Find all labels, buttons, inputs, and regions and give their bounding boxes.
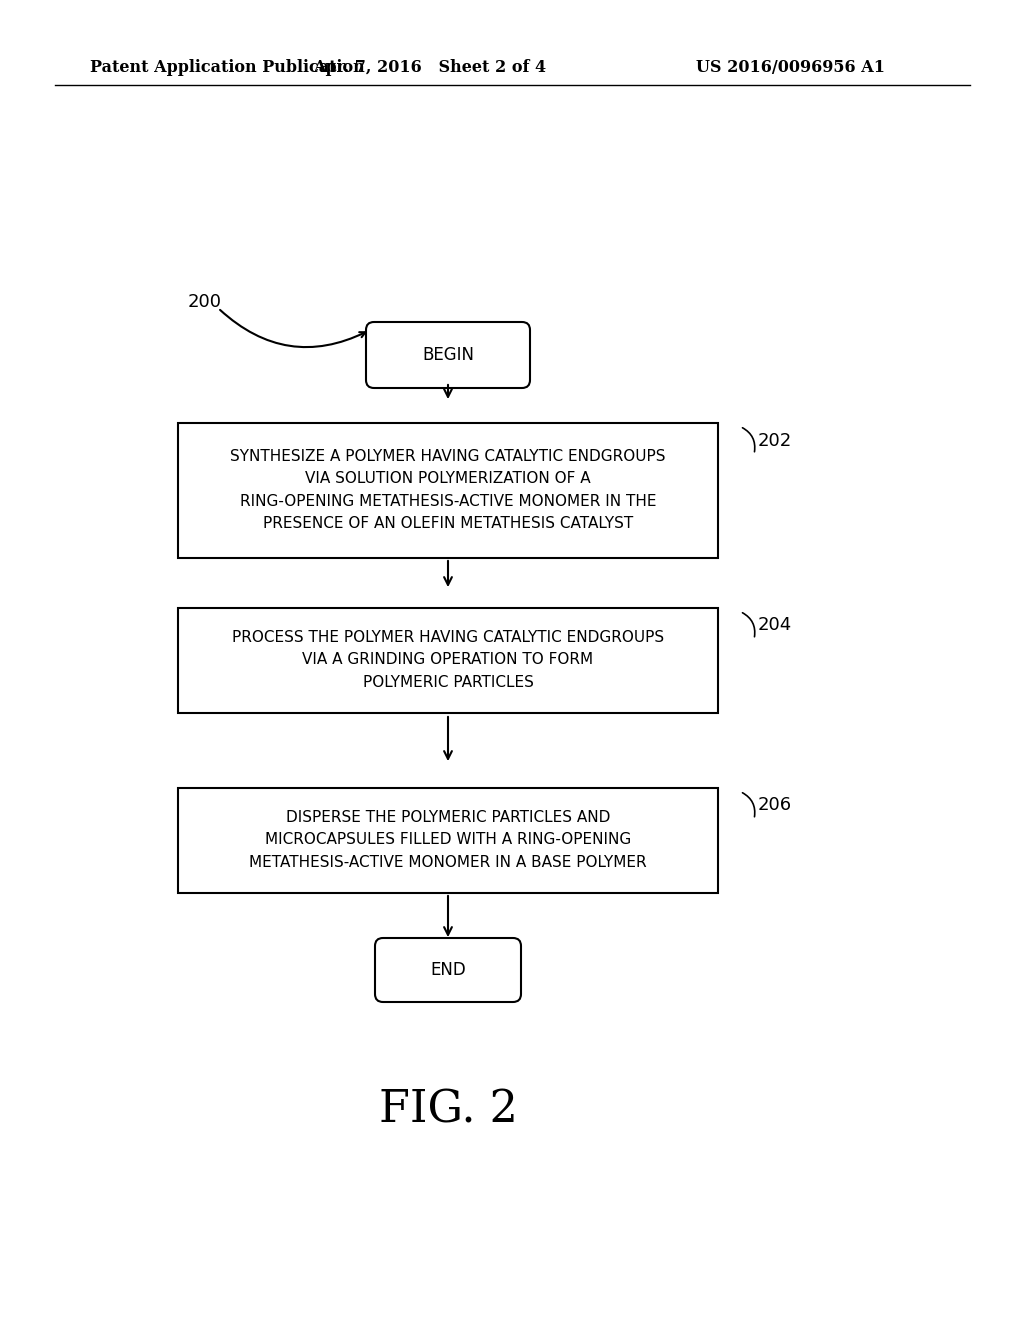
FancyBboxPatch shape [366, 322, 530, 388]
Text: Apr. 7, 2016   Sheet 2 of 4: Apr. 7, 2016 Sheet 2 of 4 [313, 59, 547, 77]
Text: 206: 206 [758, 796, 793, 814]
FancyBboxPatch shape [375, 939, 521, 1002]
Text: PROCESS THE POLYMER HAVING CATALYTIC ENDGROUPS
VIA A GRINDING OPERATION TO FORM
: PROCESS THE POLYMER HAVING CATALYTIC END… [232, 630, 664, 689]
Text: Patent Application Publication: Patent Application Publication [90, 59, 365, 77]
Bar [178, 607, 718, 713]
Text: FIG. 2: FIG. 2 [379, 1089, 517, 1131]
Text: 200: 200 [188, 293, 222, 312]
Bar [178, 422, 718, 557]
Text: 204: 204 [758, 616, 793, 635]
Text: BEGIN: BEGIN [422, 346, 474, 364]
Bar [178, 788, 718, 892]
Text: END: END [430, 961, 466, 979]
Text: 202: 202 [758, 432, 793, 450]
Text: SYNTHESIZE A POLYMER HAVING CATALYTIC ENDGROUPS
VIA SOLUTION POLYMERIZATION OF A: SYNTHESIZE A POLYMER HAVING CATALYTIC EN… [230, 449, 666, 531]
Text: US 2016/0096956 A1: US 2016/0096956 A1 [695, 59, 885, 77]
Text: DISPERSE THE POLYMERIC PARTICLES AND
MICROCAPSULES FILLED WITH A RING-OPENING
ME: DISPERSE THE POLYMERIC PARTICLES AND MIC… [249, 810, 647, 870]
